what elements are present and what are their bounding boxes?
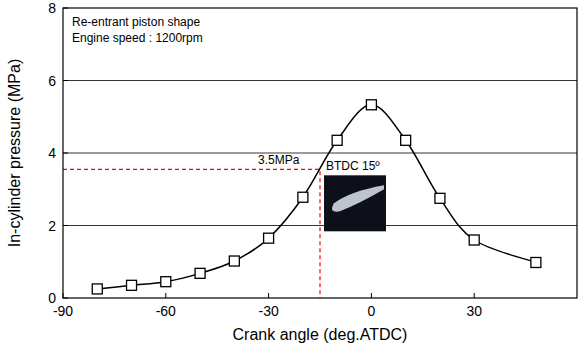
- tick-label: 30: [466, 303, 482, 319]
- marker: [229, 256, 239, 266]
- grid-line: [63, 225, 577, 226]
- chart: 02468-90-60-30030Re-entrant piston shape…: [0, 0, 583, 353]
- marker: [298, 192, 308, 202]
- tick-label: 4: [48, 145, 56, 161]
- marker: [401, 135, 411, 145]
- marker: [332, 135, 342, 145]
- marker: [531, 257, 541, 267]
- tick: [165, 293, 166, 298]
- grid-line: [63, 153, 577, 154]
- marker: [435, 193, 445, 203]
- marker: [264, 233, 274, 243]
- grid-line: [63, 80, 577, 81]
- marker: [366, 100, 376, 110]
- tick-label: -30: [258, 303, 278, 319]
- axis-title: Crank angle (deg.ATDC): [233, 326, 408, 343]
- marker: [469, 235, 479, 245]
- spray-image: [324, 175, 386, 231]
- tick: [371, 293, 372, 298]
- reference-label: 3.5MPa: [258, 153, 300, 167]
- marker: [92, 284, 102, 294]
- image-bg: [324, 175, 386, 231]
- annotation: Engine speed : 1200rpm: [72, 31, 203, 45]
- tick-label: 0: [368, 303, 376, 319]
- tick: [63, 80, 68, 81]
- tick: [63, 225, 68, 226]
- tick-label: 8: [48, 0, 56, 16]
- marker: [195, 268, 205, 278]
- frame: [63, 8, 577, 298]
- series-line: [97, 105, 536, 289]
- spray-plume: [332, 185, 384, 211]
- axis-title: In-cylinder pressure (MPa): [6, 59, 23, 248]
- tick: [63, 153, 68, 154]
- reference-label: BTDC 15º: [326, 159, 380, 173]
- tick: [268, 293, 269, 298]
- marker: [127, 280, 137, 290]
- tick-label: 2: [48, 218, 56, 234]
- annotation: Re-entrant piston shape: [72, 15, 200, 29]
- tick-label: -90: [53, 303, 73, 319]
- tick-label: -60: [156, 303, 176, 319]
- tick: [474, 293, 475, 298]
- marker: [161, 277, 171, 287]
- tick-label: 6: [48, 73, 56, 89]
- plot-area: [92, 100, 541, 294]
- reference-line: [63, 169, 320, 298]
